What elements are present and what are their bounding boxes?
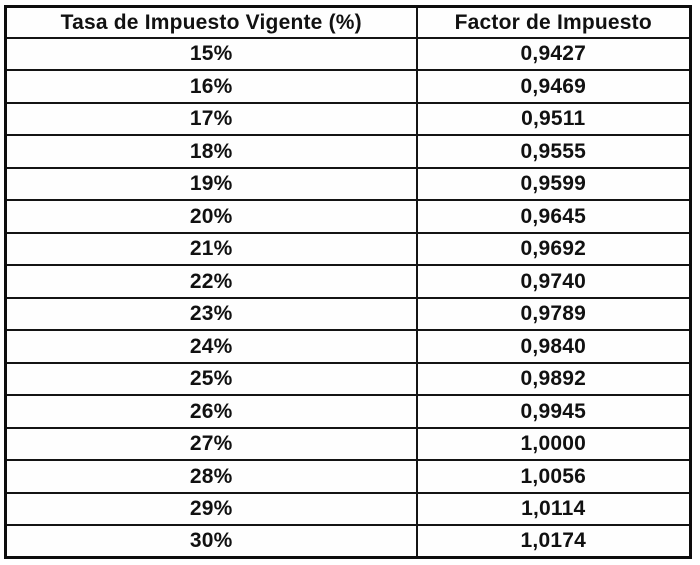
rate-cell: 19% [4, 166, 418, 201]
table-row: 18% 0,9555 [4, 134, 692, 169]
factor-cell: 0,9840 [415, 329, 692, 364]
rate-cell: 21% [4, 231, 418, 266]
rate-cell: 22% [4, 264, 418, 299]
table-row: 23% 0,9789 [4, 296, 692, 331]
table-row: 26% 0,9945 [4, 394, 692, 429]
table-row: 29% 1,0114 [4, 491, 692, 526]
factor-cell: 1,0114 [415, 491, 692, 526]
rate-cell: 30% [4, 524, 418, 559]
rate-cell: 24% [4, 329, 418, 364]
rate-cell: 15% [4, 36, 418, 71]
rate-cell: 18% [4, 134, 418, 169]
rate-cell: 25% [4, 361, 418, 396]
table-row: 17% 0,9511 [4, 101, 692, 136]
table-body: 15% 0,9427 16% 0,9469 17% 0,9511 18% 0,9555 19% 0… [4, 36, 692, 559]
table-row: 19% 0,9599 [4, 166, 692, 201]
rate-cell: 16% [4, 69, 418, 104]
factor-cell: 0,9740 [415, 264, 692, 299]
rate-cell: 29% [4, 491, 418, 526]
rate-cell: 27% [4, 426, 418, 461]
tax-factor-table: Tasa de Impuesto Vigente (%) Factor de I… [4, 5, 692, 559]
factor-cell: 1,0000 [415, 426, 692, 461]
header-row: Tasa de Impuesto Vigente (%) Factor de I… [4, 5, 692, 39]
table-row: 20% 0,9645 [4, 199, 692, 234]
rate-cell: 20% [4, 199, 418, 234]
table-row: 25% 0,9892 [4, 361, 692, 396]
factor-cell: 0,9645 [415, 199, 692, 234]
factor-cell: 0,9427 [415, 36, 692, 71]
table-row: 28% 1,0056 [4, 459, 692, 494]
factor-cell: 1,0056 [415, 459, 692, 494]
table-row: 27% 1,0000 [4, 426, 692, 461]
factor-cell: 0,9511 [415, 101, 692, 136]
table-row: 22% 0,9740 [4, 264, 692, 299]
rate-cell: 26% [4, 394, 418, 429]
column-header-factor: Factor de Impuesto [415, 5, 692, 39]
factor-cell: 0,9892 [415, 361, 692, 396]
table-row: 21% 0,9692 [4, 231, 692, 266]
column-header-rate: Tasa de Impuesto Vigente (%) [4, 5, 418, 39]
table-row: 30% 1,0174 [4, 524, 692, 559]
rate-cell: 28% [4, 459, 418, 494]
factor-cell: 0,9469 [415, 69, 692, 104]
rate-cell: 17% [4, 101, 418, 136]
factor-cell: 0,9945 [415, 394, 692, 429]
factor-cell: 0,9692 [415, 231, 692, 266]
factor-cell: 0,9599 [415, 166, 692, 201]
table-row: 24% 0,9840 [4, 329, 692, 364]
rate-cell: 23% [4, 296, 418, 331]
factor-cell: 1,0174 [415, 524, 692, 559]
factor-cell: 0,9555 [415, 134, 692, 169]
table-row: 15% 0,9427 [4, 36, 692, 71]
table-row: 16% 0,9469 [4, 69, 692, 104]
factor-cell: 0,9789 [415, 296, 692, 331]
